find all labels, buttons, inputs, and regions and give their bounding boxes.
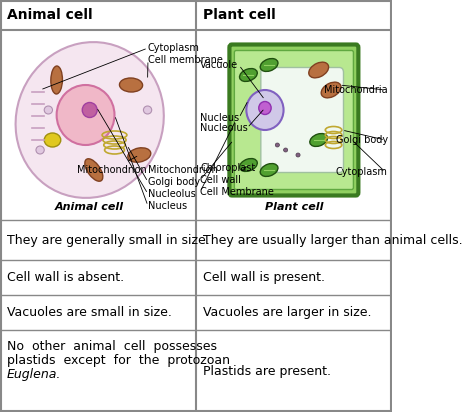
- FancyBboxPatch shape: [229, 44, 358, 196]
- Text: Chloroplast: Chloroplast: [200, 163, 255, 173]
- Text: Cell wall is absent.: Cell wall is absent.: [7, 271, 124, 284]
- Ellipse shape: [16, 42, 164, 198]
- Text: Nucleus: Nucleus: [200, 113, 239, 123]
- Text: Plant cell: Plant cell: [264, 202, 323, 212]
- Ellipse shape: [85, 159, 103, 181]
- Ellipse shape: [275, 143, 279, 147]
- Text: They are generally small in size.: They are generally small in size.: [7, 234, 210, 246]
- Text: Vacuoles are larger in size.: Vacuoles are larger in size.: [202, 306, 371, 319]
- Text: Plant cell: Plant cell: [202, 8, 275, 22]
- Ellipse shape: [144, 106, 152, 114]
- Ellipse shape: [128, 148, 151, 162]
- Text: Vacuoles are small in size.: Vacuoles are small in size.: [7, 306, 172, 319]
- Ellipse shape: [309, 62, 328, 78]
- Text: Golgi body: Golgi body: [336, 135, 388, 145]
- Ellipse shape: [36, 146, 44, 154]
- Ellipse shape: [44, 106, 53, 114]
- Text: plastids  except  for  the  protozoan: plastids except for the protozoan: [7, 354, 229, 367]
- Text: No  other  animal  cell  possesses: No other animal cell possesses: [7, 340, 217, 353]
- Text: Nucleolus: Nucleolus: [148, 189, 196, 199]
- Text: Cytoplasm: Cytoplasm: [148, 43, 200, 53]
- Text: Cell Membrane: Cell Membrane: [200, 187, 274, 197]
- Text: Nucleolus: Nucleolus: [200, 123, 248, 133]
- Ellipse shape: [283, 148, 288, 152]
- Text: Mitochondrion: Mitochondrion: [148, 165, 218, 175]
- Text: Cell wall is present.: Cell wall is present.: [202, 271, 325, 284]
- FancyBboxPatch shape: [261, 68, 344, 173]
- Ellipse shape: [259, 101, 271, 115]
- Text: Euglena.: Euglena.: [7, 368, 61, 381]
- Ellipse shape: [119, 78, 143, 92]
- Ellipse shape: [56, 85, 115, 145]
- Ellipse shape: [246, 90, 283, 130]
- Text: Mitochondria: Mitochondria: [324, 85, 388, 95]
- Text: Mitochondrion: Mitochondrion: [77, 156, 146, 175]
- Ellipse shape: [239, 159, 257, 171]
- Ellipse shape: [44, 133, 61, 147]
- Ellipse shape: [82, 103, 97, 117]
- Text: Cell membrane: Cell membrane: [148, 55, 223, 65]
- Ellipse shape: [260, 59, 278, 71]
- Text: Cell wall: Cell wall: [200, 175, 241, 185]
- Text: Vacuole: Vacuole: [200, 60, 238, 70]
- Text: Animal cell: Animal cell: [55, 202, 124, 212]
- Text: Golgi body: Golgi body: [148, 177, 200, 187]
- Text: Nucleus: Nucleus: [148, 201, 187, 211]
- Text: Animal cell: Animal cell: [7, 8, 92, 22]
- Ellipse shape: [260, 164, 278, 176]
- Text: They are usually larger than animal cells.: They are usually larger than animal cell…: [202, 234, 462, 246]
- Ellipse shape: [296, 153, 300, 157]
- Ellipse shape: [310, 133, 328, 146]
- Ellipse shape: [321, 82, 341, 98]
- Text: Plastids are present.: Plastids are present.: [202, 365, 330, 377]
- Ellipse shape: [239, 68, 257, 82]
- FancyBboxPatch shape: [234, 51, 354, 190]
- Ellipse shape: [51, 66, 63, 94]
- Text: Cytoplasm: Cytoplasm: [336, 167, 388, 177]
